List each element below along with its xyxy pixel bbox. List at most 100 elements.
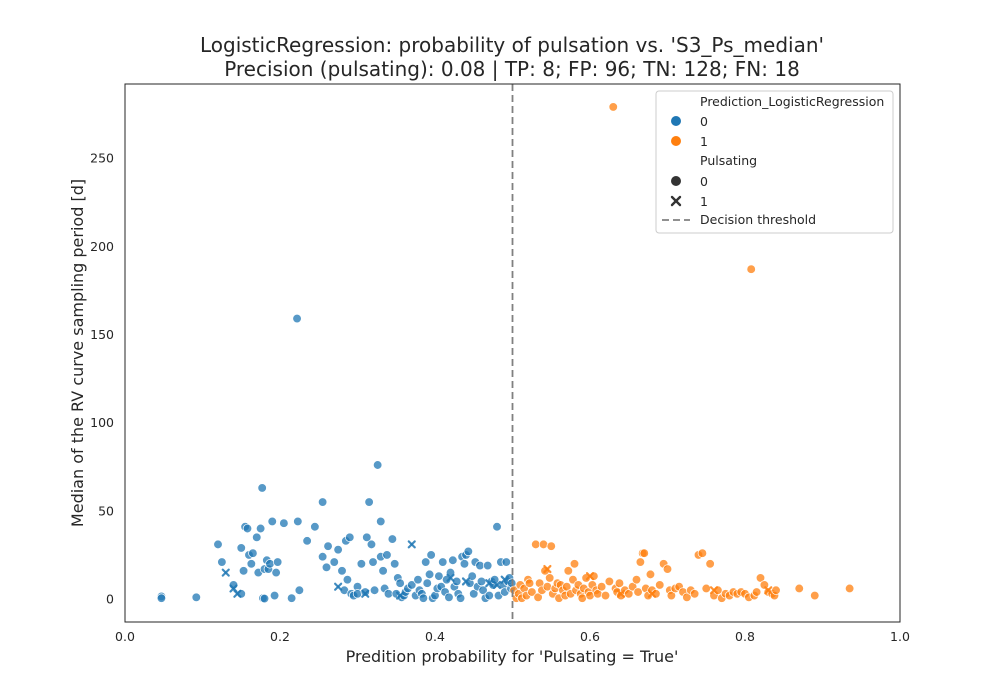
data-point	[476, 576, 487, 587]
data-point	[422, 578, 432, 588]
data-point	[501, 557, 511, 567]
data-point	[448, 555, 458, 565]
y-axis-ticks: 0 50 100 150 200 250	[90, 151, 114, 607]
data-point	[604, 576, 615, 587]
y-tick-label: 0	[106, 592, 114, 607]
data-point-x	[543, 564, 552, 574]
data-point	[426, 550, 436, 560]
data-point	[390, 559, 400, 569]
data-point	[382, 550, 392, 560]
legend-box	[655, 90, 894, 234]
data-point	[329, 557, 339, 567]
data-point	[323, 541, 333, 551]
data-point	[639, 548, 649, 558]
data-point-x	[407, 540, 416, 549]
data-point	[246, 559, 256, 569]
legend-hue-0-label: 0	[700, 114, 708, 129]
data-point	[483, 560, 493, 571]
data-point	[317, 552, 328, 562]
data-point	[255, 523, 266, 534]
data-point	[317, 497, 328, 507]
data-point	[413, 575, 423, 585]
data-point	[421, 557, 431, 567]
data-point	[438, 557, 448, 567]
data-point	[614, 578, 625, 588]
data-point	[771, 585, 781, 595]
data-point	[794, 583, 804, 594]
data-point-x	[396, 591, 405, 600]
data-point	[156, 593, 167, 603]
data-point	[369, 585, 380, 595]
data-point	[705, 559, 715, 569]
data-point-x	[492, 580, 502, 590]
data-point	[217, 557, 227, 567]
data-point	[444, 592, 454, 602]
data-point	[407, 580, 417, 590]
data-point	[662, 564, 673, 574]
data-point	[271, 567, 281, 578]
data-point	[387, 534, 398, 544]
data-point	[191, 592, 201, 602]
legend-style-1-label: 1	[700, 194, 708, 209]
data-point	[273, 557, 283, 567]
y-tick-label: 150	[90, 327, 114, 342]
data-point	[248, 548, 258, 558]
data-point	[701, 583, 711, 594]
data-point	[844, 583, 855, 594]
data-point	[463, 546, 473, 557]
data-point	[682, 592, 692, 602]
data-point	[666, 590, 677, 601]
data-point	[424, 569, 435, 580]
data-point	[252, 532, 262, 542]
data-point	[373, 460, 383, 470]
x-axis-label: Predition probability for 'Pulsating = T…	[346, 647, 679, 666]
data-point	[635, 557, 646, 567]
data-point	[600, 590, 611, 601]
data-point	[366, 539, 377, 550]
data-point	[546, 541, 556, 551]
data-point	[533, 592, 543, 602]
legend-hue-0-marker	[671, 116, 681, 126]
data-point	[267, 516, 277, 527]
data-point	[242, 523, 253, 534]
data-point	[569, 559, 580, 569]
x-tick-label: 0.4	[425, 629, 445, 644]
data-point	[269, 590, 280, 601]
data-point	[545, 573, 555, 583]
data-point	[645, 569, 656, 580]
data-point	[383, 589, 394, 599]
data-point	[418, 593, 429, 603]
data-point	[624, 589, 634, 599]
data-point	[292, 313, 302, 324]
data-point	[360, 587, 370, 597]
data-point	[279, 518, 289, 528]
legend-style-title: Pulsating	[700, 153, 757, 168]
y-tick-label: 200	[90, 239, 114, 254]
data-point	[524, 578, 535, 588]
data-point	[337, 566, 347, 576]
data-point	[563, 566, 573, 576]
data-point	[265, 559, 275, 569]
data-point	[531, 539, 541, 550]
data-point	[376, 516, 386, 527]
x-tick-label: 0.2	[270, 629, 290, 644]
legend-hue-1-label: 1	[700, 134, 708, 149]
legend-style-1-marker	[670, 195, 682, 207]
data-point	[459, 559, 470, 569]
y-tick-label: 50	[98, 503, 114, 518]
data-point-x	[585, 572, 595, 581]
legend-style-0-marker	[671, 176, 681, 186]
data-point	[484, 590, 494, 601]
data-point	[655, 580, 665, 590]
data-point	[364, 497, 374, 507]
data-points	[156, 102, 855, 604]
data-point	[469, 589, 479, 599]
data-point	[527, 587, 537, 597]
data-point-x	[221, 568, 230, 577]
data-point	[810, 590, 820, 601]
data-point	[492, 522, 502, 532]
data-point-x	[764, 586, 773, 595]
data-point	[321, 562, 332, 572]
y-tick-label: 250	[90, 151, 114, 166]
